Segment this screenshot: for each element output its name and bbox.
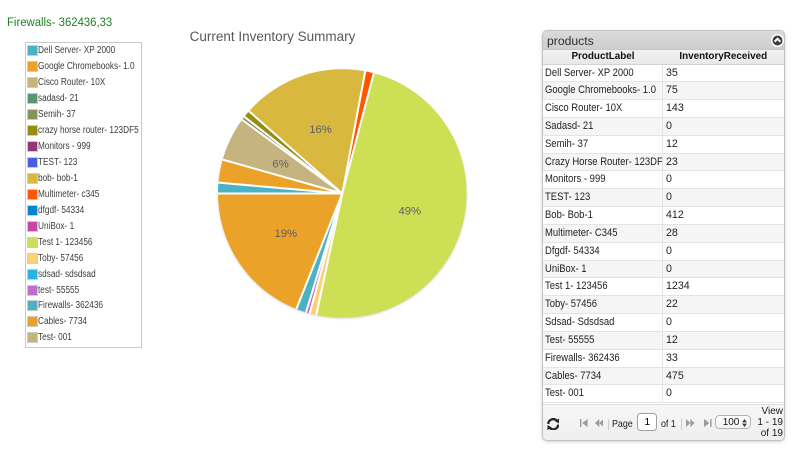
svg-text:6%: 6% (272, 159, 288, 171)
svg-text:49%: 49% (398, 205, 421, 217)
svg-text:19%: 19% (274, 228, 297, 240)
svg-text:16%: 16% (309, 124, 332, 136)
